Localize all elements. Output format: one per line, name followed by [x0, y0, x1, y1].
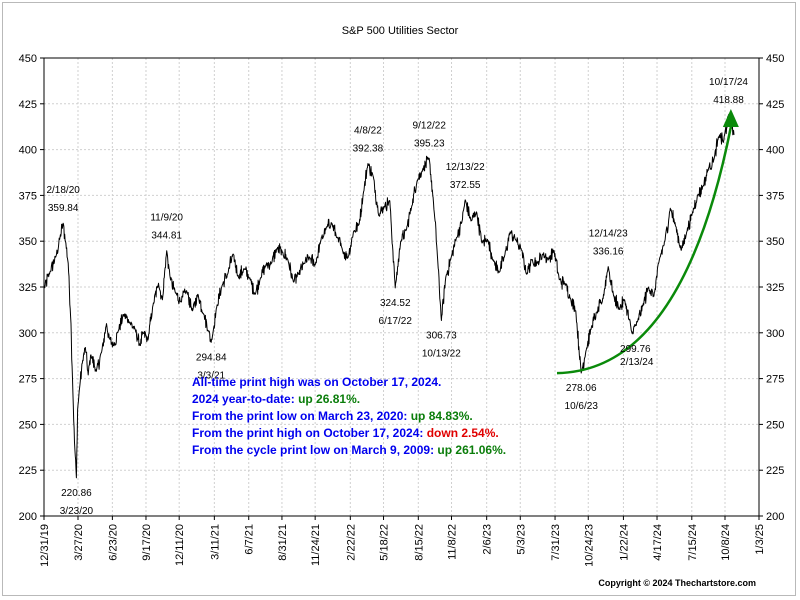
annotation-date: 9/12/22: [413, 120, 447, 131]
note-row-4: From the cycle print low on March 9, 200…: [192, 442, 506, 459]
y-tick-label-right: 425: [766, 99, 784, 111]
x-tick-label: 3/27/20: [73, 524, 85, 561]
x-tick-label: 9/17/20: [141, 524, 153, 561]
y-tick-label-right: 275: [766, 374, 784, 386]
plot-area-border: [43, 57, 760, 517]
y-tick-label-right: 450: [766, 53, 784, 65]
y-tick-label-right: 325: [766, 282, 784, 294]
x-tick-label: 10/24/23: [583, 524, 595, 567]
annotation-value: 336.16: [593, 247, 624, 258]
note-value: down 2.54%.: [426, 426, 499, 440]
y-tick-label-left: 375: [19, 190, 37, 202]
annotation-value: 395.23: [414, 138, 445, 149]
y-tick-label-right: 225: [766, 465, 784, 477]
note-row-0: All-time print high was on October 17, 2…: [192, 374, 506, 391]
copyright-text: Copyright © 2024 Thechartstore.com: [598, 578, 756, 588]
trend-arrow-curve: [556, 126, 733, 375]
x-tick-label: 8/31/21: [277, 524, 289, 561]
y-tick-label-right: 350: [766, 236, 784, 248]
y-tick-label-right: 250: [766, 419, 784, 431]
y-tick-label-left: 450: [19, 53, 37, 65]
x-tick-label: 1/3/25: [754, 524, 766, 555]
note-value: up 26.81%.: [298, 392, 361, 406]
x-tick-label: 7/31/23: [550, 524, 562, 561]
annotation-value: 392.38: [353, 144, 384, 155]
statistics-notes: All-time print high was on October 17, 2…: [192, 374, 506, 459]
annotation-date: 12/13/22: [446, 162, 485, 173]
annotation-date: 3/3/21: [197, 370, 225, 381]
annotation-date: 2/18/20: [46, 185, 80, 196]
note-row-3: From the print high on October 17, 2024:…: [192, 425, 506, 442]
annotation-date: 10/13/22: [422, 348, 461, 359]
x-tick-label: 5/18/22: [379, 524, 391, 561]
note-label: From the cycle print low on March 9, 200…: [192, 443, 435, 457]
trend-arrow-head: [722, 108, 739, 127]
price-series-line-0: [43, 113, 735, 479]
note-label: 2024 year-to-date:: [192, 392, 295, 406]
annotation-date: 6/17/22: [379, 316, 413, 327]
note-label: From the print high on October 17, 2024:: [192, 426, 424, 440]
y-tick-label-left: 250: [19, 419, 37, 431]
annotation-value: 220.86: [61, 488, 92, 499]
annotation-value: 324.52: [380, 298, 411, 309]
x-tick-label: 12/31/19: [39, 524, 51, 567]
y-tick-label-right: 300: [766, 328, 784, 340]
y-tick-label-left: 350: [19, 236, 37, 248]
x-tick-label: 5/3/23: [515, 524, 527, 555]
note-label: All-time print high was on October 17, 2…: [192, 375, 442, 389]
annotation-date: 3/23/20: [60, 506, 94, 517]
note-value: up 84.83%.: [410, 409, 473, 423]
y-tick-label-right: 400: [766, 145, 784, 157]
note-value: up 261.06%.: [437, 443, 507, 457]
y-tick-label-left: 425: [19, 99, 37, 111]
annotation-value: 299.76: [620, 344, 651, 355]
note-row-1: 2024 year-to-date: up 26.81%.: [192, 391, 506, 408]
y-tick-label-right: 375: [766, 190, 784, 202]
annotation-date: 10/17/24: [709, 77, 748, 88]
annotation-date: 10/6/23: [565, 401, 599, 412]
chart-title: S&P 500 Utilities Sector: [342, 25, 459, 37]
y-tick-label-left: 200: [19, 511, 37, 523]
annotation-value: 278.06: [566, 383, 597, 394]
x-tick-label: 6/23/20: [107, 524, 119, 561]
annotation-date: 11/9/20: [150, 213, 183, 224]
x-tick-label: 2/22/22: [345, 524, 357, 561]
x-tick-label: 12/11/20: [174, 524, 186, 566]
x-tick-label: 10/8/24: [720, 524, 732, 561]
y-tick-label-left: 225: [19, 465, 37, 477]
y-tick-label-right: 200: [766, 511, 784, 523]
annotation-date: 12/14/23: [589, 229, 628, 240]
annotation-date: 2/13/24: [620, 357, 654, 368]
y-tick-label-left: 400: [19, 145, 37, 157]
y-tick-label-left: 300: [19, 328, 37, 340]
x-tick-label: 11/8/22: [447, 524, 459, 560]
x-tick-label: 11/24/21: [310, 524, 322, 566]
x-tick-label: 6/7/21: [244, 524, 256, 555]
y-tick-label-left: 275: [19, 374, 37, 386]
x-tick-label: 2/6/23: [482, 524, 494, 555]
x-tick-label: 8/15/22: [413, 524, 425, 561]
x-tick-label: 4/17/24: [652, 524, 664, 561]
annotation-value: 306.73: [426, 330, 457, 341]
x-tick-label: 3/11/21: [209, 524, 221, 560]
annotation-value: 344.81: [151, 231, 182, 242]
note-row-2: From the print low on March 23, 2020: up…: [192, 408, 506, 425]
y-tick-label-left: 325: [19, 282, 37, 294]
x-tick-label: 1/22/24: [618, 524, 630, 561]
annotation-value: 418.88: [713, 95, 744, 106]
annotation-value: 294.84: [196, 352, 227, 363]
note-label: From the print low on March 23, 2020:: [192, 409, 408, 423]
annotation-date: 4/8/22: [354, 126, 382, 137]
annotation-value: 359.84: [48, 203, 79, 214]
x-tick-label: 7/15/24: [687, 524, 699, 561]
annotation-value: 372.55: [450, 180, 481, 191]
